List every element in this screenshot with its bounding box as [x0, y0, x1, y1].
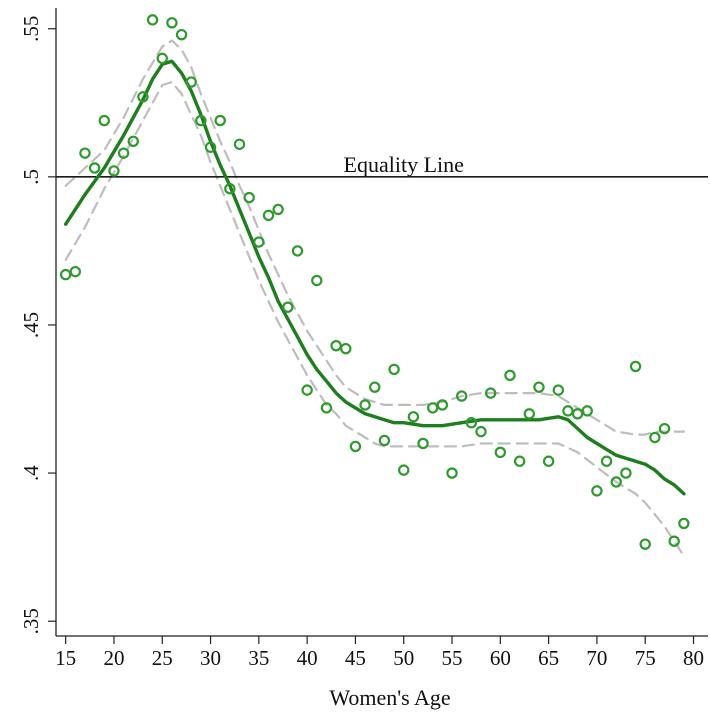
x-axis-title: Women's Age	[329, 685, 450, 710]
data-point	[59, 268, 72, 281]
x-tick-label: 30	[200, 646, 221, 670]
data-point	[455, 390, 468, 402]
data-point	[369, 381, 381, 393]
data-point	[156, 52, 168, 65]
data-point	[678, 517, 690, 530]
x-tick-label: 75	[635, 646, 656, 670]
data-point	[571, 408, 584, 420]
y-tick-label: .5	[19, 169, 43, 185]
data-points	[59, 14, 690, 550]
x-tick-label: 45	[345, 646, 366, 670]
data-point	[320, 402, 333, 414]
data-point	[649, 431, 661, 444]
y-tick-label: .55	[19, 16, 43, 42]
y-ticks: .35 .4 .45 .5 .55	[19, 16, 56, 634]
confidence-band	[64, 39, 685, 558]
data-point	[243, 191, 255, 204]
x-ticks: 15 20 25 30 35 40 45 50 55 60 65 70 75 80	[55, 636, 704, 670]
ci-upper-line	[64, 39, 685, 436]
data-point	[195, 114, 207, 127]
data-point	[340, 342, 352, 355]
data-point	[600, 455, 613, 467]
data-point	[79, 147, 91, 159]
data-point	[523, 408, 536, 420]
data-point	[620, 467, 632, 479]
data-point	[166, 17, 178, 29]
data-point	[407, 411, 420, 423]
ci-lower-line	[64, 80, 685, 558]
data-point	[398, 464, 410, 476]
y-tick-label: .45	[19, 312, 43, 338]
data-point	[484, 387, 497, 399]
data-point	[117, 147, 130, 159]
data-point	[137, 91, 149, 103]
x-tick-label: 55	[442, 646, 463, 670]
data-point	[185, 76, 197, 88]
x-tick-label: 80	[683, 646, 704, 670]
data-point	[349, 440, 362, 453]
x-tick-label: 50	[393, 646, 414, 670]
data-point	[175, 28, 188, 41]
data-point	[204, 141, 217, 153]
data-point	[330, 339, 342, 352]
data-point	[475, 425, 487, 438]
data-point	[610, 476, 622, 488]
fitted-curve	[64, 59, 686, 496]
data-point	[533, 381, 545, 393]
data-point	[388, 363, 400, 376]
data-point	[504, 369, 516, 382]
data-point	[552, 384, 564, 396]
data-point	[224, 182, 236, 195]
data-point	[291, 245, 304, 257]
data-point	[214, 114, 226, 127]
data-point	[69, 265, 82, 278]
x-tick-label: 40	[297, 646, 318, 670]
data-point	[272, 203, 284, 216]
x-tick-label: 35	[248, 646, 269, 670]
data-point	[427, 402, 439, 414]
y-tick-label: .35	[19, 608, 43, 634]
x-tick-label: 25	[152, 646, 173, 670]
data-point	[639, 538, 651, 550]
data-point	[88, 162, 101, 174]
x-tick-label: 60	[490, 646, 511, 670]
data-point	[629, 360, 642, 373]
data-point	[591, 485, 603, 497]
x-tick-label: 20	[103, 646, 124, 670]
data-point	[359, 399, 371, 411]
equality-line-label: Equality Line	[344, 152, 464, 177]
data-point	[311, 274, 323, 287]
data-point	[417, 437, 429, 450]
data-point	[233, 138, 246, 150]
x-tick-label: 70	[586, 646, 607, 670]
axes	[55, 8, 708, 637]
y-tick-label: .4	[19, 465, 43, 481]
data-point	[542, 455, 555, 467]
data-point	[494, 446, 507, 459]
equality-reference: Equality Line	[56, 152, 708, 178]
data-point	[301, 384, 313, 396]
data-point	[127, 135, 139, 148]
data-point	[146, 14, 159, 26]
data-point	[465, 417, 478, 429]
data-point	[378, 434, 391, 447]
data-point	[446, 467, 458, 479]
x-tick-label: 65	[538, 646, 559, 670]
data-point	[668, 535, 680, 547]
data-point	[562, 405, 574, 417]
data-point	[98, 114, 110, 127]
data-point	[581, 405, 593, 417]
data-point	[262, 209, 275, 222]
data-point	[513, 455, 526, 467]
fit-line	[64, 59, 686, 496]
data-point	[253, 236, 265, 248]
data-point	[282, 301, 294, 313]
data-point	[108, 165, 120, 177]
data-point	[436, 399, 449, 411]
data-point	[658, 422, 671, 435]
x-tick-label: 15	[55, 646, 76, 670]
